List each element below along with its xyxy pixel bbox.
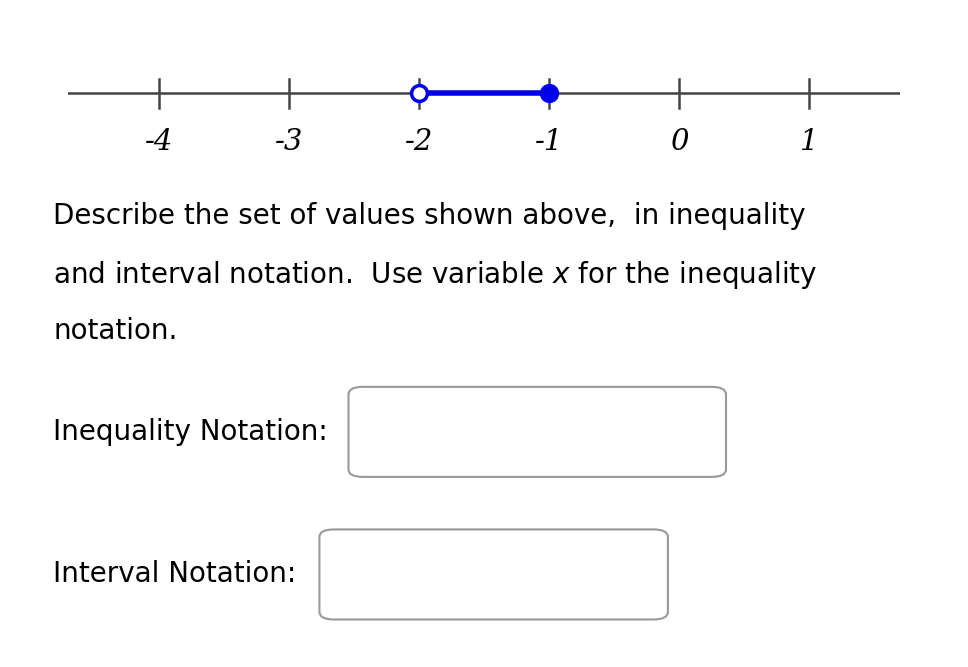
Point (541, 88, 557, 99)
Text: -3: -3 (275, 127, 303, 155)
Text: Inequality Notation:: Inequality Notation: (53, 418, 328, 446)
Text: Describe the set of values shown above,  in inequality: Describe the set of values shown above, … (53, 201, 805, 229)
Text: -2: -2 (405, 127, 433, 155)
Text: Interval Notation:: Interval Notation: (53, 560, 296, 588)
FancyBboxPatch shape (348, 387, 726, 477)
Text: 0: 0 (670, 127, 688, 155)
Text: -1: -1 (535, 127, 563, 155)
Text: notation.: notation. (53, 317, 177, 345)
Text: and interval notation.  Use variable $x$ for the inequality: and interval notation. Use variable $x$ … (53, 259, 818, 291)
Point (411, 88, 427, 99)
Text: 1: 1 (800, 127, 818, 155)
Text: -4: -4 (144, 127, 173, 155)
FancyBboxPatch shape (319, 530, 668, 620)
